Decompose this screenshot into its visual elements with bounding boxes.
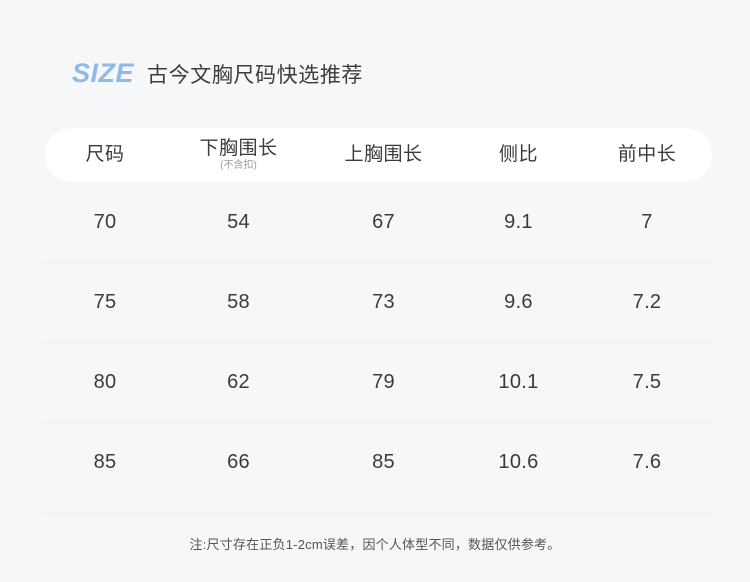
column-header-overbust: 上胸围长 [312,145,455,165]
column-header-underbust: 下胸围长 (不含扣) [165,137,312,171]
table-row: 70 54 67 9.1 7 [45,182,712,262]
cell-overbust: 85 [372,450,395,473]
column-header-overbust-label: 上胸围长 [344,144,423,166]
size-table: 尺码 下胸围长 (不含扣) 上胸围长 侧比 前中长 70 54 [45,128,712,502]
cell-size: 80 [93,370,117,393]
column-header-sideratio: 侧比 [455,145,582,165]
cell-underbust: 58 [227,290,250,313]
cell-sideratio: 9.1 [504,210,533,233]
column-header-underbust-sublabel: (不含扣) [220,159,257,171]
table-row: 80 62 79 10.1 7.5 [45,342,712,422]
footnote-divider [45,513,712,514]
cell-frontlength: 7.2 [632,290,662,313]
table-row: 85 66 85 10.6 7.6 [45,422,712,502]
cell-overbust: 73 [372,290,395,313]
cell-size: 85 [93,450,117,473]
column-header-size-label: 尺码 [85,144,125,166]
table-header-row: 尺码 下胸围长 (不含扣) 上胸围长 侧比 前中长 [45,128,712,182]
column-header-sideratio-label: 侧比 [498,144,538,166]
cell-sideratio: 10.1 [498,370,539,393]
cell-frontlength: 7.5 [632,370,662,393]
cell-size: 70 [93,210,117,233]
column-header-frontlength-label: 前中长 [617,144,677,166]
footnote-text: 注:尺寸存在正负1-2cm误差，因个人体型不同，数据仅供参考。 [189,537,561,552]
table-row: 75 58 73 9.6 7.2 [45,262,712,342]
cell-overbust: 67 [372,210,395,233]
column-header-size: 尺码 [45,145,165,165]
chart-heading: SIZE 古今文胸尺码快选推荐 [72,58,363,89]
cell-sideratio: 9.6 [504,290,533,313]
cell-sideratio: 10.6 [498,450,539,473]
column-header-underbust-label: 下胸围长 [199,137,278,159]
column-header-frontlength: 前中长 [582,145,712,165]
cell-underbust: 54 [227,210,250,233]
cell-underbust: 62 [227,370,250,393]
cell-size: 75 [93,290,117,313]
cell-overbust: 79 [372,370,395,393]
cell-underbust: 66 [227,450,250,473]
cell-frontlength: 7.6 [632,450,662,473]
page-title: 古今文胸尺码快选推荐 [147,64,364,87]
cell-frontlength: 7 [641,210,653,233]
size-badge-label: SIZE [72,58,135,88]
